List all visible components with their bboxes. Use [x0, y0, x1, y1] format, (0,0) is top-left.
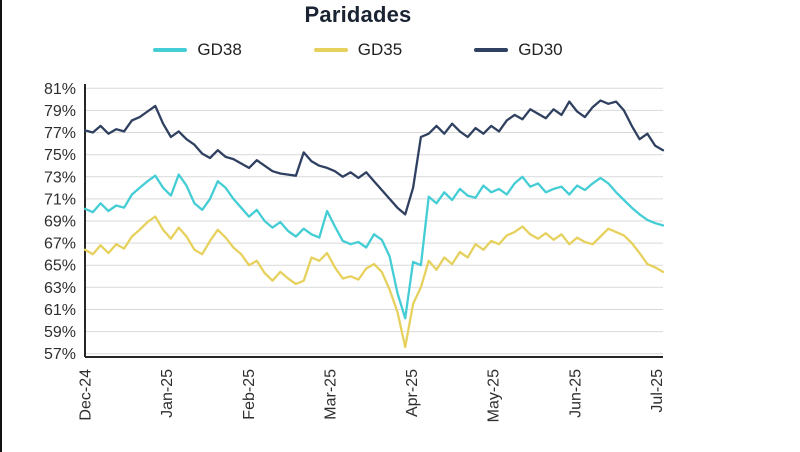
y-tick-label: 65%: [44, 258, 76, 275]
left-edge-line: [0, 0, 2, 452]
legend-item-gd38: GD38: [153, 40, 242, 60]
series-line-gd30: [83, 99, 665, 216]
y-tick-label: 69%: [44, 214, 76, 231]
y-tick-label: 57%: [44, 346, 76, 363]
x-tick-label: Jan-25: [159, 369, 176, 418]
legend-item-gd30: GD30: [474, 40, 563, 60]
legend-label-gd38: GD38: [197, 40, 242, 59]
y-tick-label: 63%: [44, 280, 76, 297]
y-tick-label: 81%: [44, 81, 76, 98]
y-tick-label: 75%: [44, 147, 76, 164]
x-tick-label: Apr-25: [404, 369, 421, 417]
legend-label-gd35: GD35: [357, 40, 403, 59]
legend-label-gd30: GD30: [518, 40, 563, 59]
y-tick-label: 71%: [44, 191, 76, 208]
y-tick-label: 61%: [44, 302, 76, 319]
series-line-gd35: [83, 215, 665, 349]
gd35-line-swatch: [313, 48, 348, 52]
x-tick-label: Feb-25: [241, 369, 258, 420]
series-line-gd38: [83, 173, 665, 320]
y-tick-label: 59%: [44, 324, 76, 341]
x-tick-label: Jul-25: [649, 369, 666, 413]
gd38-line-swatch: [153, 48, 188, 52]
gd30-line-swatch: [474, 48, 509, 52]
legend-item-gd35: GD35: [313, 40, 403, 60]
y-tick-label: 73%: [44, 169, 76, 186]
x-tick-label: May-25: [486, 369, 503, 422]
x-tick-label: Dec-24: [78, 369, 95, 421]
chart-legend: GD38 GD35 GD30: [0, 40, 716, 60]
y-tick-label: 77%: [44, 125, 76, 142]
y-tick-label: 79%: [44, 103, 76, 120]
y-tick-label: 67%: [44, 236, 76, 253]
chart-title: Paridades: [304, 2, 412, 27]
x-tick-label: Jun-25: [567, 369, 584, 418]
x-tick-label: Mar-25: [322, 369, 339, 420]
